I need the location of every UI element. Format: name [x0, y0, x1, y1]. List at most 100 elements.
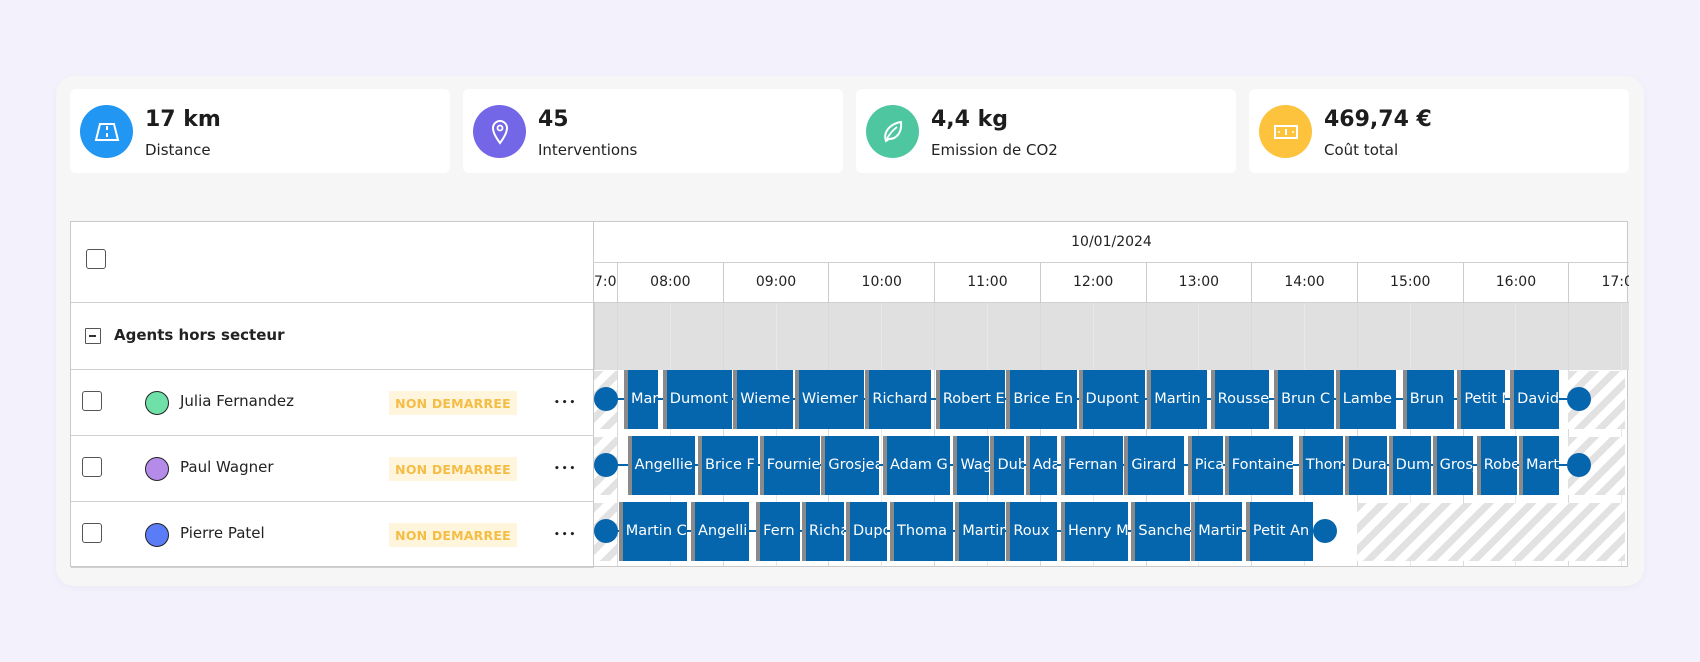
intervention-block[interactable]: Martin — [955, 502, 1005, 561]
hour-header: 17:00 — [1568, 262, 1629, 303]
agent-name: Pierre Patel — [180, 524, 265, 542]
leaf-icon — [866, 105, 919, 158]
route-start-marker[interactable] — [594, 387, 619, 411]
intervention-block[interactable]: Grosj — [1432, 436, 1474, 495]
intervention-block[interactable]: Thoma — [890, 502, 954, 561]
intervention-block[interactable]: Wieme — [733, 370, 794, 429]
unavailable-zone — [1356, 503, 1625, 561]
row-divider — [71, 567, 594, 568]
stat-label: Distance — [145, 141, 211, 159]
intervention-block[interactable]: Rousse — [1210, 370, 1269, 429]
status-badge: NON DEMARREE — [389, 457, 517, 481]
intervention-block[interactable]: Thom — [1298, 436, 1343, 495]
intervention-block[interactable]: Martin C — [618, 502, 688, 561]
intervention-block[interactable]: Lambe — [1335, 370, 1396, 429]
stat-card-distance: 17 km Distance — [70, 89, 450, 173]
route-end-marker[interactable] — [1566, 387, 1591, 411]
intervention-block[interactable]: Wiemer — [794, 370, 864, 429]
grid-line — [986, 303, 988, 566]
intervention-block[interactable]: Girard — [1124, 436, 1185, 495]
intervention-block[interactable]: Dura — [1344, 436, 1387, 495]
route-end-marker[interactable] — [1313, 519, 1338, 543]
stat-value: 17 km — [145, 107, 221, 132]
row-divider — [71, 501, 594, 502]
intervention-block[interactable]: Sanche — [1131, 502, 1190, 561]
intervention-block[interactable]: Angellie — [627, 436, 695, 495]
grid-line — [881, 303, 883, 566]
map-pin-icon — [473, 105, 526, 158]
intervention-block[interactable]: Dub — [990, 436, 1024, 495]
grid-line — [1409, 303, 1411, 566]
grid-line — [828, 303, 830, 566]
agent-checkbox[interactable] — [82, 523, 102, 543]
grid-line — [1304, 303, 1306, 566]
agent-checkbox[interactable] — [82, 457, 102, 477]
intervention-block[interactable]: Brun — [1402, 370, 1454, 429]
more-options-button[interactable]: ••• — [554, 398, 578, 408]
intervention-block[interactable]: Robe — [1476, 436, 1518, 495]
intervention-block[interactable]: Fernan — [1060, 436, 1123, 495]
stat-card-interventions: 45 Interventions — [463, 89, 843, 173]
group-row-timeline — [594, 303, 1629, 370]
grid-line — [1621, 303, 1623, 566]
intervention-block[interactable]: Brice F — [698, 436, 758, 495]
grid-line — [1145, 303, 1147, 566]
hour-header: 15:00 — [1356, 262, 1463, 303]
grid-line — [1251, 303, 1253, 566]
agent-row: Pierre Patel NON DEMARREE ••• — [71, 502, 594, 568]
agent-name: Paul Wagner — [180, 458, 274, 476]
intervention-block[interactable]: Roux — [1006, 502, 1058, 561]
agent-avatar — [145, 457, 169, 481]
intervention-block[interactable]: Mart — [1518, 436, 1560, 495]
intervention-block[interactable]: Dum — [1388, 436, 1431, 495]
intervention-block[interactable]: Fern — [756, 502, 801, 561]
hour-header: 7:00 — [594, 274, 617, 290]
grid-line — [1462, 303, 1464, 566]
hour-header: 10:00 — [828, 262, 934, 303]
more-options-button[interactable]: ••• — [554, 464, 578, 474]
intervention-block[interactable]: Wag — [953, 436, 989, 495]
intervention-block[interactable]: Henry M — [1060, 502, 1128, 561]
agent-checkbox[interactable] — [82, 391, 102, 411]
route-start-marker[interactable] — [594, 519, 619, 543]
grid-line — [934, 303, 936, 566]
hour-header: 13:00 — [1145, 262, 1252, 303]
intervention-block[interactable]: Pica — [1187, 436, 1223, 495]
intervention-block[interactable]: Fournie — [759, 436, 820, 495]
intervention-block[interactable]: Martin — [1147, 370, 1208, 429]
intervention-block[interactable]: Brun C — [1274, 370, 1334, 429]
intervention-block[interactable]: Mar — [624, 370, 658, 429]
route-end-marker[interactable] — [1566, 453, 1591, 477]
more-options-button[interactable]: ••• — [554, 530, 578, 540]
intervention-block[interactable]: Fontaine — [1224, 436, 1294, 495]
hour-header: 14:00 — [1251, 262, 1357, 303]
collapse-group-icon[interactable] — [85, 328, 101, 344]
intervention-block[interactable]: Petit An — [1245, 502, 1313, 561]
intervention-block[interactable]: Petit N — [1457, 370, 1505, 429]
intervention-block[interactable]: Brice En — [1006, 370, 1077, 429]
intervention-block[interactable]: Richard — [865, 370, 931, 429]
grid-line — [1092, 303, 1094, 566]
intervention-block[interactable]: Martin — [1191, 502, 1243, 561]
stat-value: 469,74 € — [1324, 107, 1432, 132]
intervention-block[interactable]: Richa — [801, 502, 845, 561]
timeline: 10/01/2024 7:0008:0009:0010:0011:0012:00… — [594, 222, 1629, 566]
grid-line — [1356, 303, 1358, 566]
hour-header: 09:00 — [722, 262, 829, 303]
agent-list: Agents hors secteur Julia Fernandez NON D… — [71, 222, 594, 568]
intervention-block[interactable]: Robert E — [935, 370, 1005, 429]
grid-line — [1515, 303, 1517, 566]
intervention-block[interactable]: Adam G — [883, 436, 950, 495]
stat-label: Emission de CO2 — [931, 141, 1058, 159]
intervention-block[interactable]: David — [1510, 370, 1560, 429]
route-start-marker[interactable] — [594, 453, 619, 477]
intervention-block[interactable]: Dupo — [846, 502, 887, 561]
intervention-block[interactable]: Angelli — [690, 502, 750, 561]
hour-header: 11:00 — [934, 262, 1040, 303]
intervention-block[interactable]: Ada — [1025, 436, 1058, 495]
intervention-block[interactable]: Dumont — [662, 370, 732, 429]
grid-line — [775, 303, 777, 566]
intervention-block[interactable]: Grosjea — [821, 436, 880, 495]
intervention-block[interactable]: Dupont — [1078, 370, 1146, 429]
select-all-checkbox[interactable] — [86, 249, 106, 269]
